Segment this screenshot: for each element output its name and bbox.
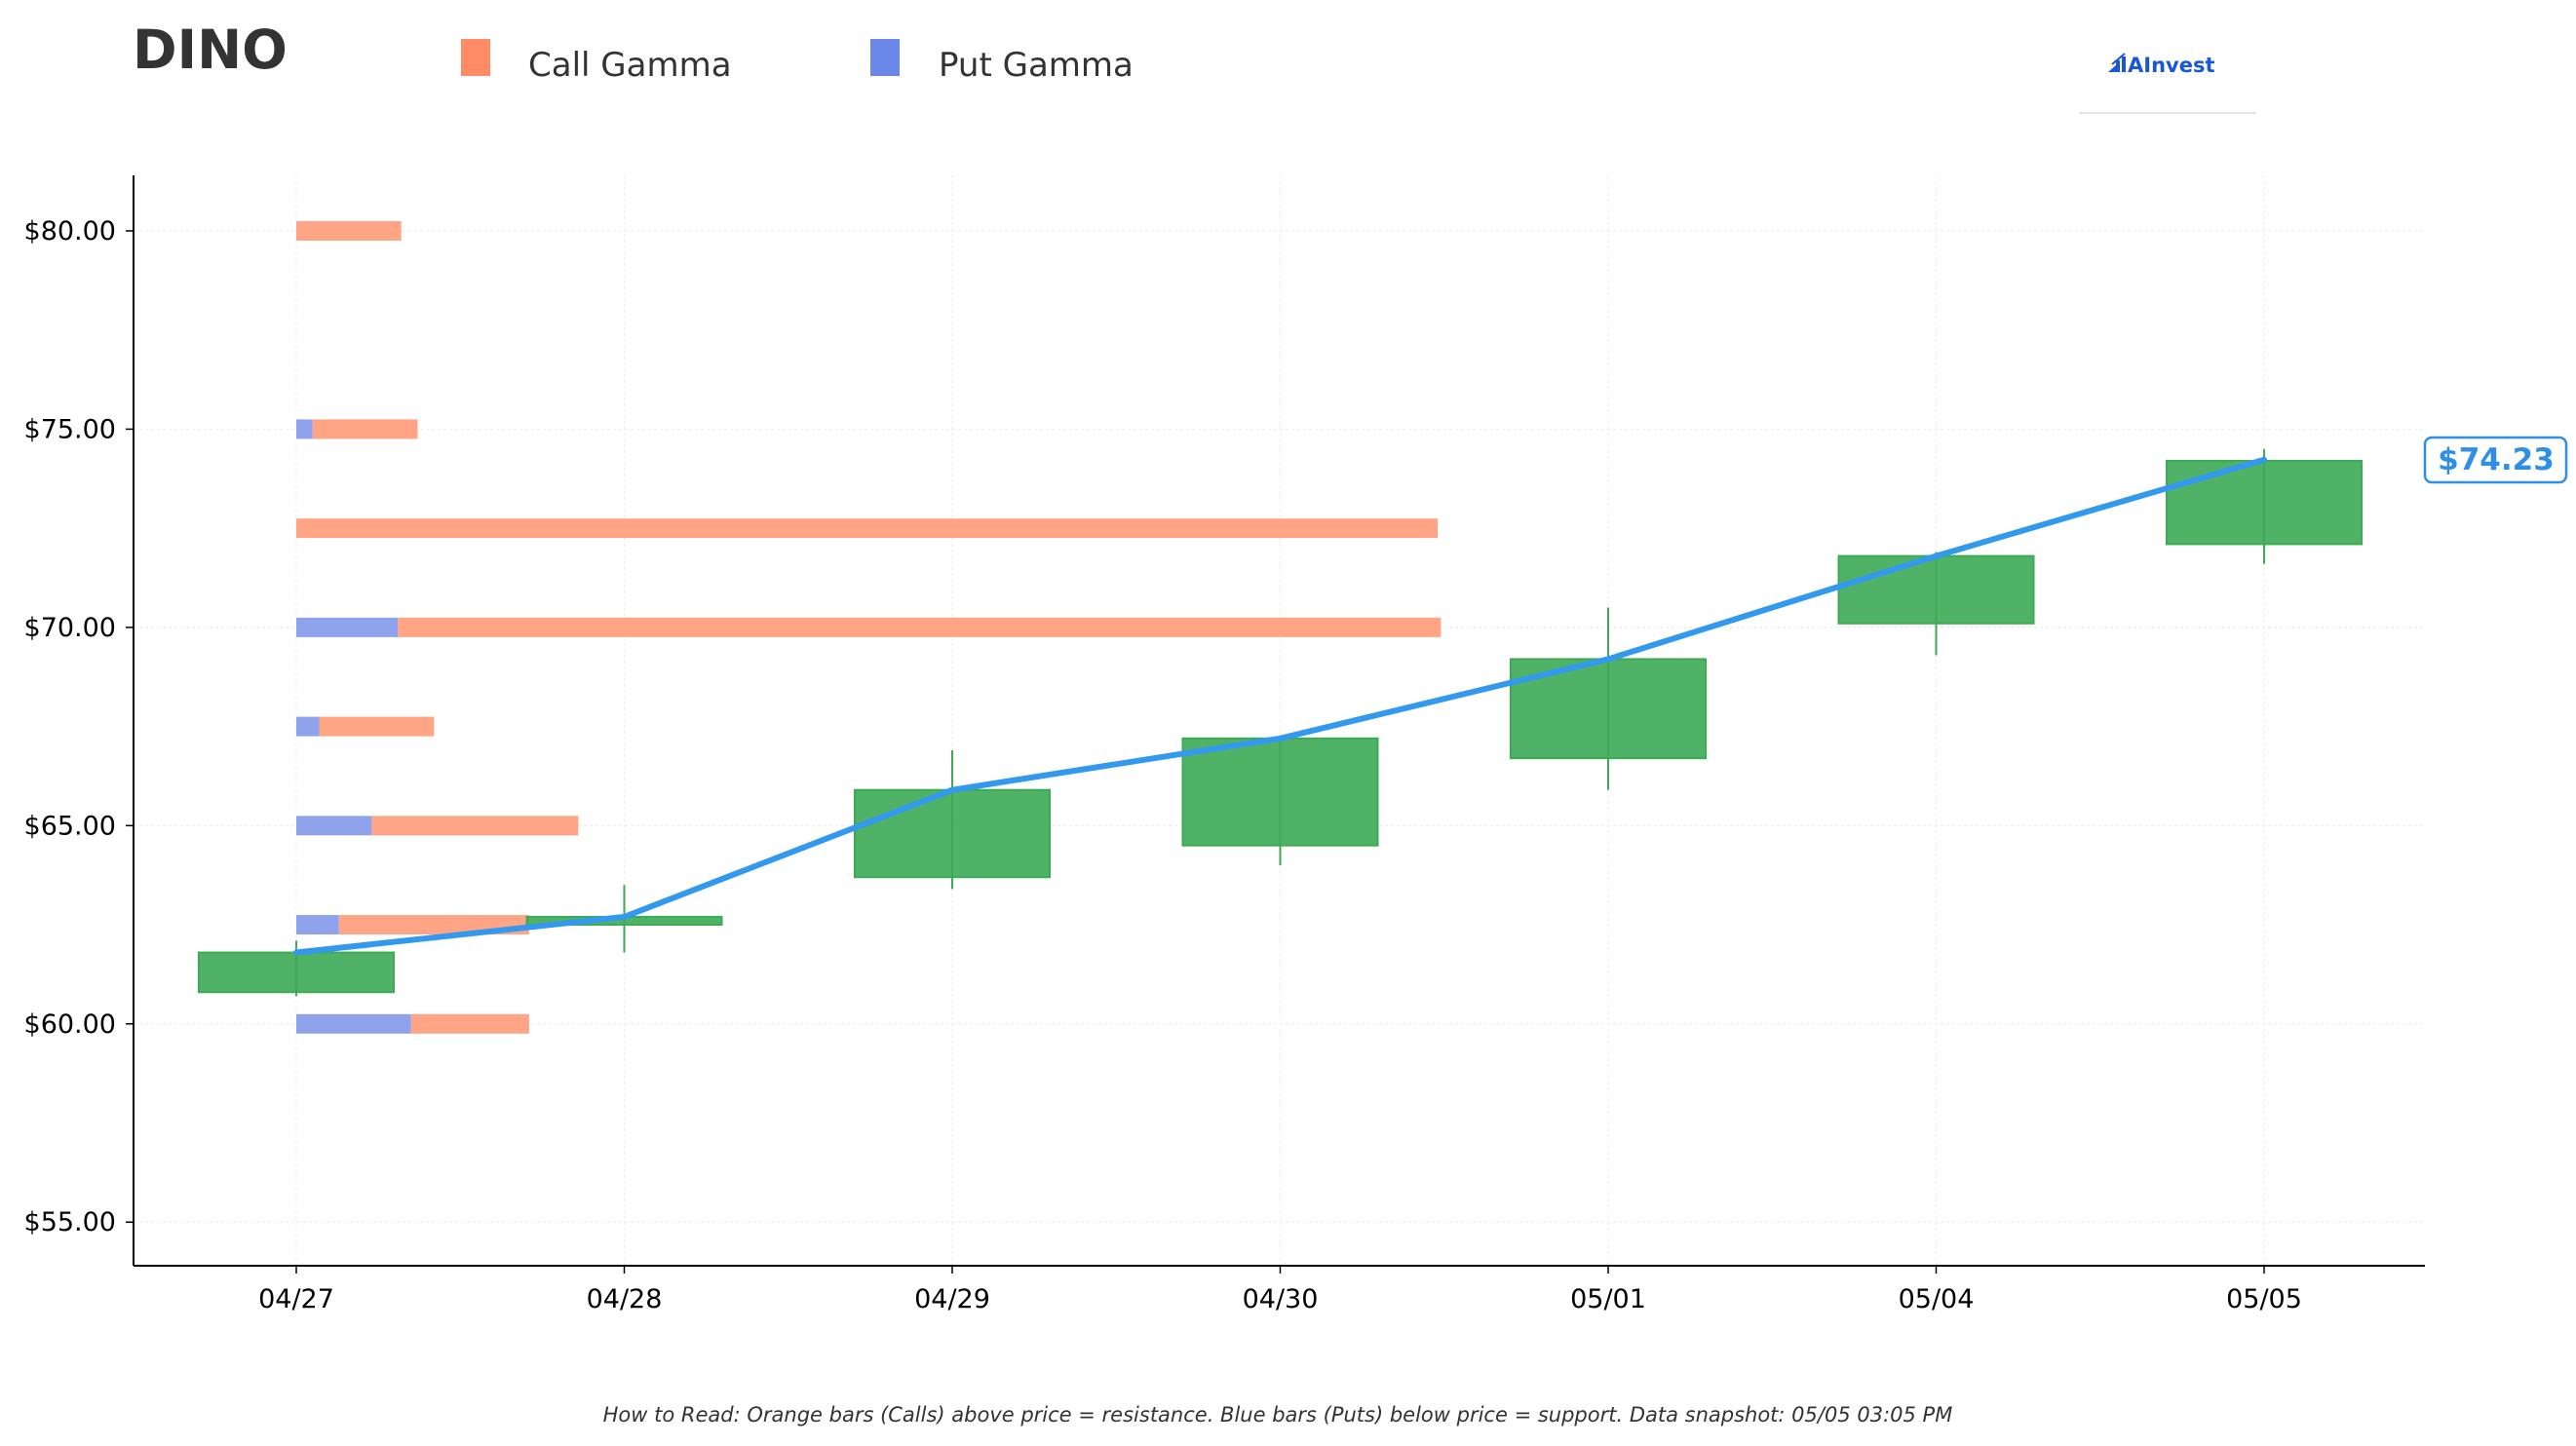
current-price-label: $74.23 bbox=[2438, 442, 2555, 477]
grid bbox=[134, 175, 2425, 1266]
call-gamma-bar bbox=[410, 1013, 529, 1034]
legend-put-label: Put Gamma bbox=[939, 46, 1134, 85]
brand-logo: AInvest bbox=[2079, 53, 2256, 114]
candle-body bbox=[1837, 554, 2035, 625]
legend-call-swatch bbox=[461, 39, 490, 76]
y-tick-label: $60.00 bbox=[24, 1009, 116, 1040]
legend-put-swatch bbox=[870, 39, 900, 76]
x-tick-label: 05/04 bbox=[1899, 1284, 1975, 1314]
x-tick-label: 04/28 bbox=[587, 1284, 663, 1314]
call-gamma-bar bbox=[319, 716, 435, 737]
gamma-bars bbox=[296, 220, 1442, 1034]
y-tick-label: $65.00 bbox=[24, 811, 116, 841]
candle-body bbox=[198, 951, 395, 994]
x-tick-label: 05/05 bbox=[2226, 1284, 2302, 1314]
x-tick-label: 04/30 bbox=[1243, 1284, 1319, 1314]
put-gamma-bar bbox=[296, 915, 339, 935]
y-tick-label: $55.00 bbox=[24, 1207, 116, 1237]
chart-title: DINO bbox=[133, 19, 288, 81]
y-axis-ticks: $55.00 $60.00 $65.00 $70.00 $75.00 $80.00 bbox=[24, 216, 134, 1237]
price-line bbox=[293, 456, 2267, 956]
x-tick-label: 04/27 bbox=[258, 1284, 334, 1314]
candle-body bbox=[1181, 737, 1379, 847]
legend: Call Gamma Put Gamma bbox=[461, 39, 1134, 85]
axes bbox=[133, 175, 2425, 1267]
price-line-group bbox=[293, 456, 2267, 956]
put-gamma-bar bbox=[296, 617, 399, 637]
call-gamma-bar bbox=[371, 816, 579, 836]
put-gamma-bar bbox=[296, 419, 313, 439]
candle-body bbox=[2166, 459, 2363, 546]
call-gamma-bar bbox=[296, 518, 1439, 539]
brand-chart-icon bbox=[2108, 53, 2126, 72]
call-gamma-bar bbox=[296, 220, 402, 241]
candles bbox=[198, 448, 2363, 997]
candle-body bbox=[854, 788, 1051, 879]
current-price-badge: $74.23 bbox=[2423, 436, 2568, 484]
call-gamma-bar bbox=[398, 617, 1442, 637]
current-price-box bbox=[2423, 436, 2568, 484]
put-gamma-bar bbox=[296, 1013, 411, 1034]
put-gamma-bar bbox=[296, 816, 372, 836]
y-tick-label: $75.00 bbox=[24, 414, 116, 444]
put-gamma-bar bbox=[296, 716, 320, 737]
legend-call-label: Call Gamma bbox=[528, 46, 732, 85]
x-tick-label: 04/29 bbox=[914, 1284, 990, 1314]
footnote: How to Read: Orange bars (Calls) above p… bbox=[603, 1403, 1953, 1427]
brand-name: AInvest bbox=[2128, 54, 2215, 77]
x-tick-label: 05/01 bbox=[1570, 1284, 1646, 1314]
y-tick-label: $80.00 bbox=[24, 216, 116, 247]
x-axis-ticks: 04/27 04/28 04/29 04/30 05/01 05/04 05/05 bbox=[258, 1266, 2302, 1314]
call-gamma-bar bbox=[312, 419, 418, 439]
y-tick-label: $70.00 bbox=[24, 613, 116, 643]
